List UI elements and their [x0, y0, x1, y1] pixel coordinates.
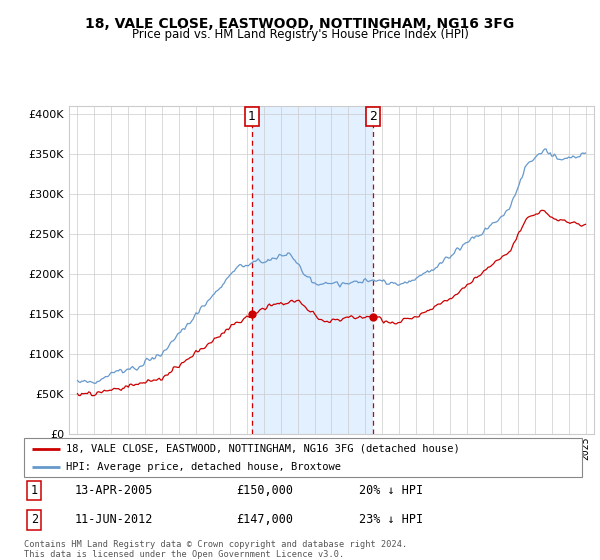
Text: HPI: Average price, detached house, Broxtowe: HPI: Average price, detached house, Brox…: [66, 461, 341, 472]
Text: 1: 1: [31, 484, 38, 497]
Text: 2: 2: [369, 110, 377, 123]
Text: Contains HM Land Registry data © Crown copyright and database right 2024.
This d: Contains HM Land Registry data © Crown c…: [24, 540, 407, 559]
Text: 11-JUN-2012: 11-JUN-2012: [74, 514, 152, 526]
Text: 23% ↓ HPI: 23% ↓ HPI: [359, 514, 423, 526]
Text: 1: 1: [248, 110, 256, 123]
Text: 2: 2: [31, 514, 38, 526]
Text: 18, VALE CLOSE, EASTWOOD, NOTTINGHAM, NG16 3FG: 18, VALE CLOSE, EASTWOOD, NOTTINGHAM, NG…: [85, 17, 515, 31]
Text: 18, VALE CLOSE, EASTWOOD, NOTTINGHAM, NG16 3FG (detached house): 18, VALE CLOSE, EASTWOOD, NOTTINGHAM, NG…: [66, 444, 460, 454]
Text: £147,000: £147,000: [236, 514, 293, 526]
FancyBboxPatch shape: [24, 438, 582, 477]
Text: 20% ↓ HPI: 20% ↓ HPI: [359, 484, 423, 497]
Text: Price paid vs. HM Land Registry's House Price Index (HPI): Price paid vs. HM Land Registry's House …: [131, 28, 469, 41]
Text: 13-APR-2005: 13-APR-2005: [74, 484, 152, 497]
Text: £150,000: £150,000: [236, 484, 293, 497]
